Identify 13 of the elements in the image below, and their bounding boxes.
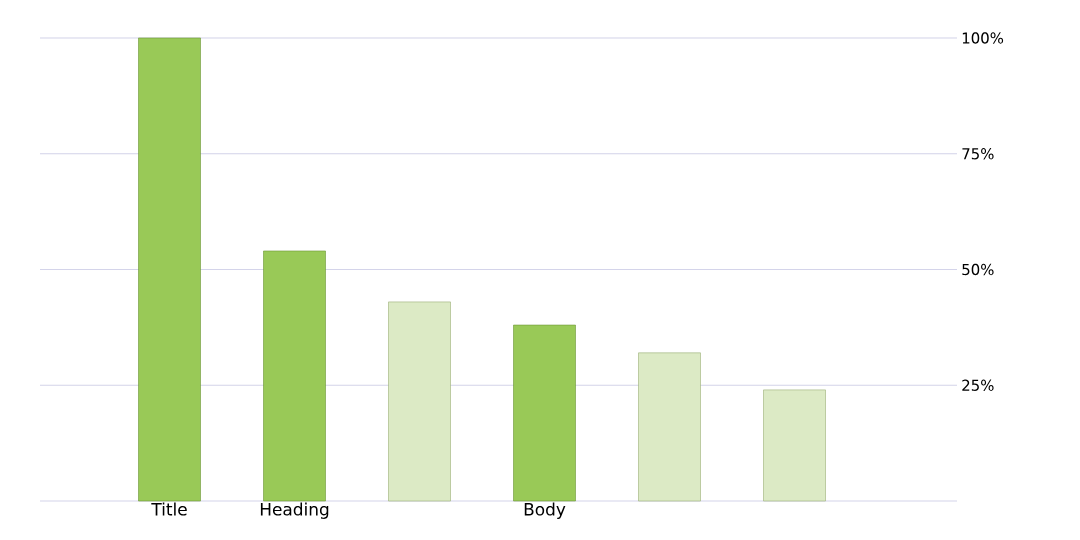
- y-tick-label: 75%: [962, 148, 994, 160]
- bar: [263, 250, 326, 502]
- bar: [763, 389, 826, 502]
- bar: [638, 352, 701, 502]
- y-tick-label: 100%: [962, 32, 1004, 44]
- x-tick-label: Body: [524, 502, 566, 519]
- bar: [138, 37, 201, 502]
- x-tick-label: Title: [151, 502, 187, 516]
- y-tick-label: 25%: [962, 379, 994, 391]
- bar: [513, 324, 576, 502]
- y-tick-label: 50%: [962, 263, 994, 276]
- bar: [388, 301, 451, 502]
- x-tick-label: Heading: [260, 502, 329, 519]
